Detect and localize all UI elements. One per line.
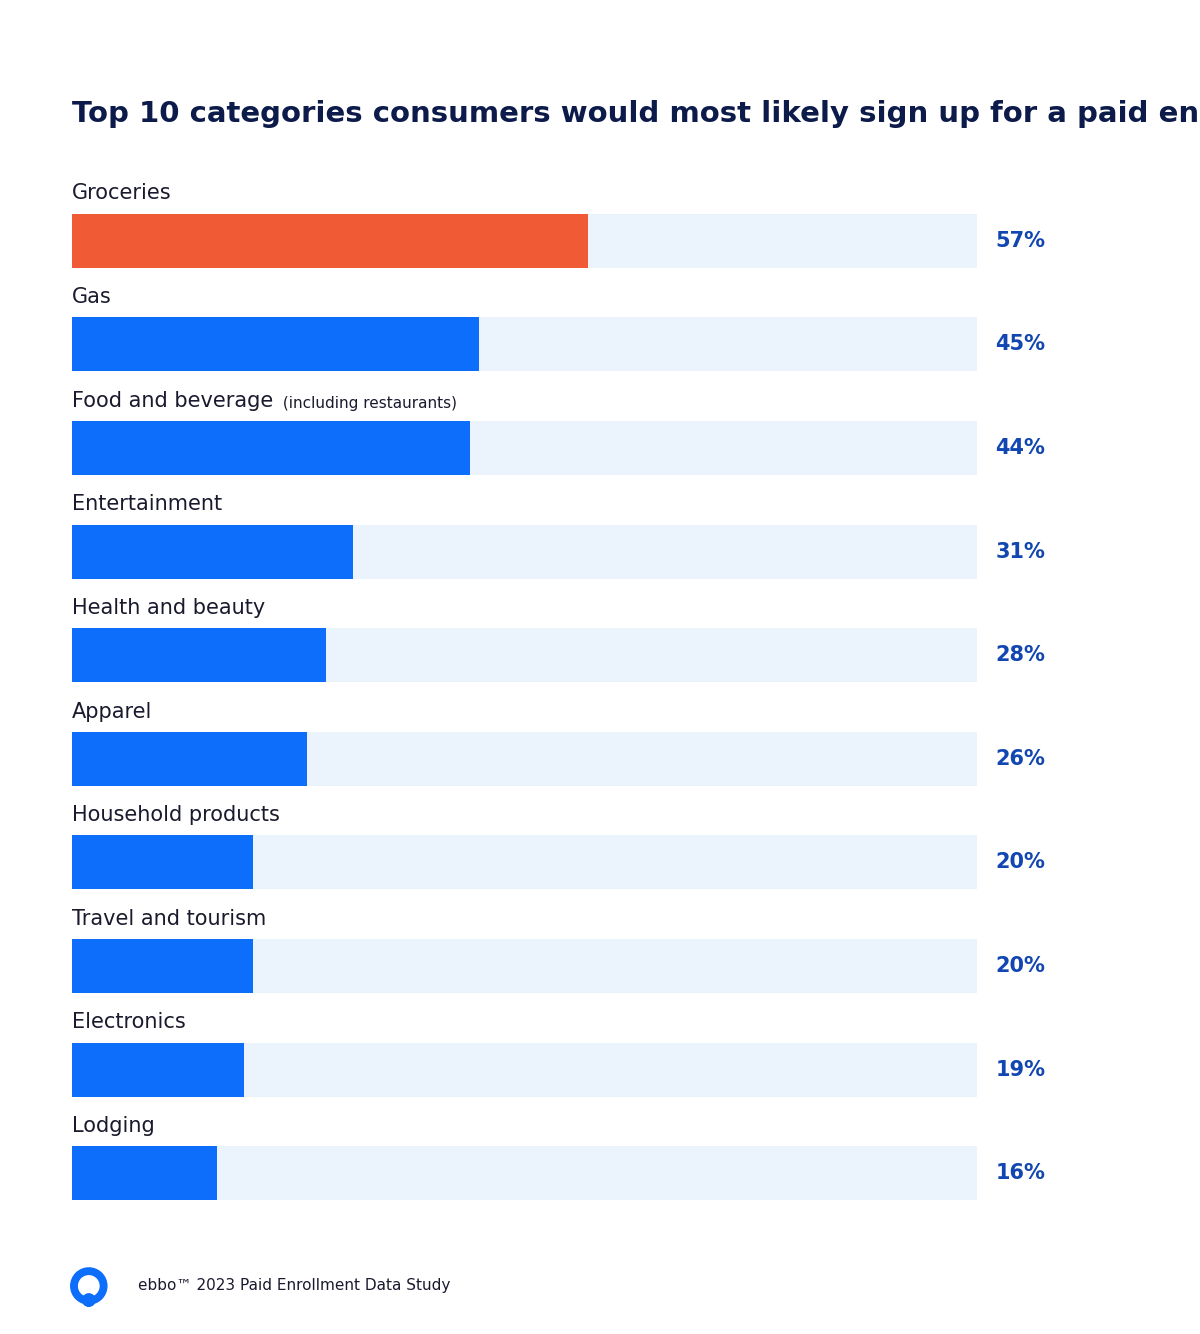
Text: 26%: 26% bbox=[996, 748, 1045, 768]
Bar bbox=[72, 524, 353, 579]
Text: Lodging: Lodging bbox=[72, 1117, 155, 1137]
Bar bbox=[72, 1043, 244, 1097]
Text: Household products: Household products bbox=[72, 806, 280, 826]
Text: Electronics: Electronics bbox=[72, 1013, 186, 1033]
Bar bbox=[72, 628, 325, 682]
Text: Travel and tourism: Travel and tourism bbox=[72, 908, 266, 928]
Text: 45%: 45% bbox=[996, 335, 1045, 355]
Text: 31%: 31% bbox=[996, 542, 1045, 562]
Bar bbox=[72, 732, 978, 786]
Bar bbox=[72, 939, 978, 992]
Text: 28%: 28% bbox=[996, 646, 1045, 666]
Text: 57%: 57% bbox=[996, 231, 1045, 251]
Text: Apparel: Apparel bbox=[72, 702, 152, 722]
Bar bbox=[72, 524, 978, 579]
Text: Top 10 categories consumers would most likely sign up for a paid enrollment offe: Top 10 categories consumers would most l… bbox=[72, 100, 1200, 128]
Text: 16%: 16% bbox=[996, 1163, 1045, 1183]
Text: 44%: 44% bbox=[996, 438, 1045, 458]
Bar bbox=[72, 422, 978, 475]
Bar bbox=[72, 317, 978, 371]
Bar bbox=[72, 317, 480, 371]
Bar bbox=[72, 732, 307, 786]
Bar bbox=[72, 835, 978, 890]
Bar bbox=[72, 1043, 978, 1097]
Bar bbox=[72, 213, 588, 268]
Text: ebbo™ 2023 Paid Enrollment Data Study: ebbo™ 2023 Paid Enrollment Data Study bbox=[138, 1278, 450, 1294]
Circle shape bbox=[79, 1275, 98, 1297]
Text: Food and beverage: Food and beverage bbox=[72, 391, 274, 411]
Bar bbox=[72, 1146, 217, 1201]
Text: Food and beverage (including restaurants): Food and beverage (including restaurants… bbox=[72, 391, 517, 411]
Bar bbox=[72, 835, 253, 890]
Text: Groceries: Groceries bbox=[72, 184, 172, 204]
Text: 20%: 20% bbox=[996, 956, 1045, 976]
Text: 19%: 19% bbox=[996, 1059, 1045, 1079]
Circle shape bbox=[71, 1267, 107, 1305]
Text: Gas: Gas bbox=[72, 287, 112, 307]
Bar bbox=[72, 939, 253, 992]
Bar bbox=[72, 422, 470, 475]
Text: 20%: 20% bbox=[996, 852, 1045, 872]
Text: Entertainment: Entertainment bbox=[72, 495, 222, 515]
Bar bbox=[72, 213, 978, 268]
Bar bbox=[72, 1146, 978, 1201]
Text: (including restaurants): (including restaurants) bbox=[277, 396, 457, 411]
Circle shape bbox=[83, 1294, 95, 1306]
Bar bbox=[72, 628, 978, 682]
Text: Health and beauty: Health and beauty bbox=[72, 598, 265, 618]
